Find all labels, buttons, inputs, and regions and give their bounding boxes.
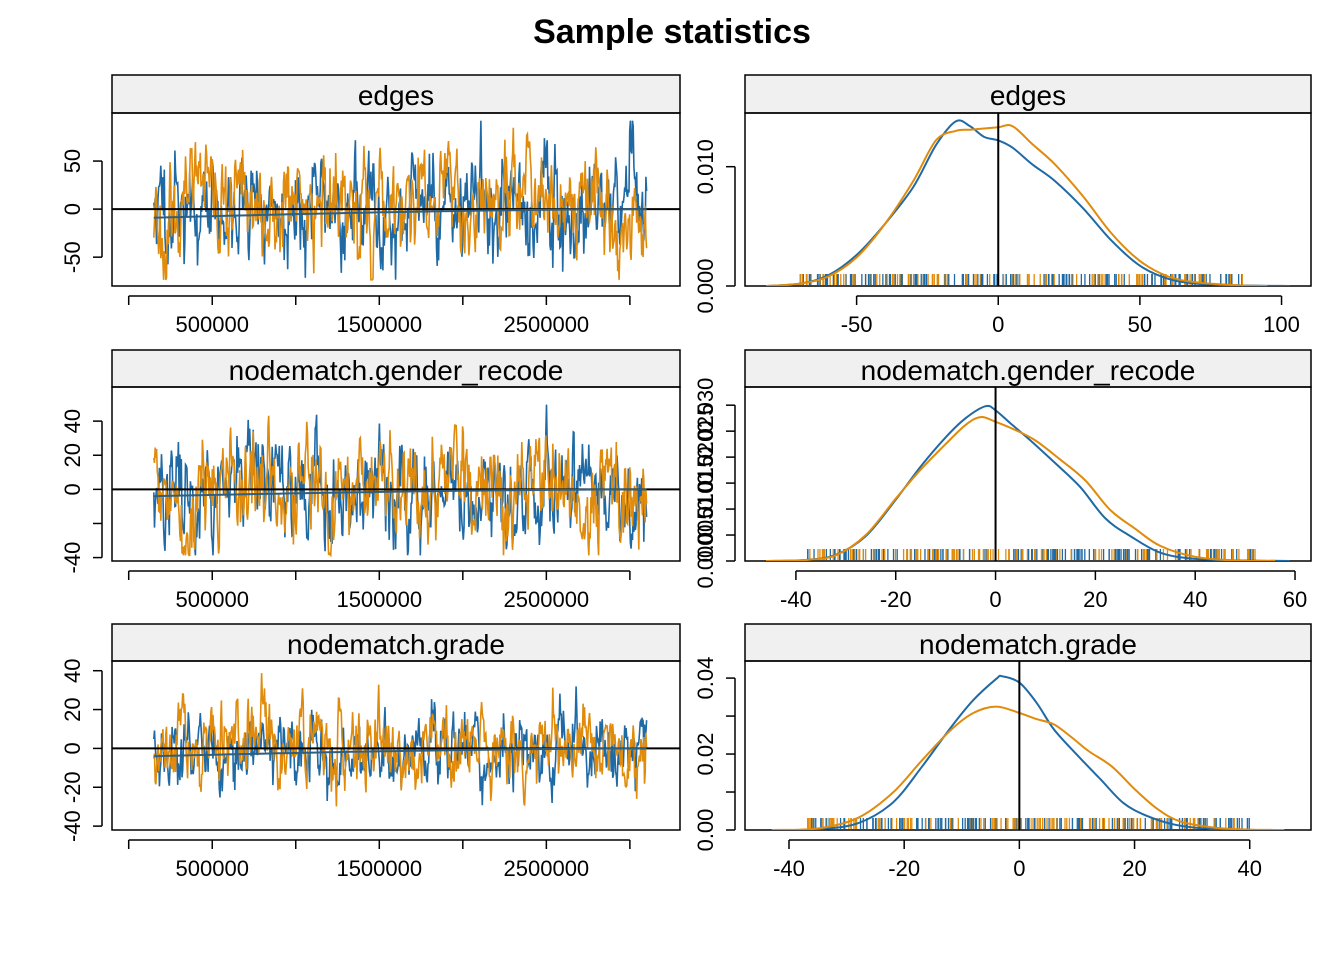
density-series-1 [771, 674, 1285, 830]
trace-series-2 [153, 673, 648, 807]
y-tick-label: 0.000 [693, 258, 718, 313]
y-tick-label: -50 [60, 241, 85, 273]
y-tick-label: 0.025 [693, 404, 718, 459]
y-tick-label: 0.000 [693, 533, 718, 588]
plot-area [112, 120, 680, 281]
x-tick-label: 500000 [176, 312, 249, 337]
panel-density-5: nodematch.grade -40 -20 0 20 40 0.00 0.02 0.04 [693, 623, 1312, 881]
plot-frame [111, 660, 681, 831]
x-tick-label: -20 [880, 587, 912, 612]
y-tick-label: 0.02 [693, 733, 718, 776]
x-tick-label: 40 [1237, 856, 1261, 881]
x-tick-label: 1500000 [336, 856, 422, 881]
x-tick-label: -40 [773, 856, 805, 881]
y-tick-label: 50 [60, 149, 85, 173]
y-tick-label: -40 [60, 542, 85, 574]
strip-label: edges [990, 80, 1066, 111]
strip-header [111, 623, 681, 662]
density-series-1 [765, 404, 1291, 561]
y-tick-label: 0.04 [693, 657, 718, 700]
y-tick-label: 0.00 [693, 809, 718, 852]
strip-label: nodematch.grade [287, 629, 505, 660]
x-tick-label: -20 [888, 856, 920, 881]
x-tick-label: 0 [992, 312, 1004, 337]
x-tick-label: 1500000 [336, 312, 422, 337]
y-tick-label: -20 [60, 771, 85, 803]
strip-header [111, 349, 681, 388]
x-tick-label: 2500000 [504, 856, 590, 881]
strip-header [744, 74, 1312, 114]
x-tick-label: 500000 [176, 587, 249, 612]
y-tick-label: 0.005 [693, 507, 718, 562]
plot-frame [111, 112, 681, 287]
plot-area [771, 661, 1285, 830]
density-series-2 [765, 124, 1268, 286]
plot-area [765, 387, 1291, 561]
trend-line [153, 488, 647, 498]
plot-area [765, 113, 1291, 286]
plot-frame [744, 112, 1312, 287]
x-tick-label: 1500000 [336, 587, 422, 612]
x-tick-label: 20 [1083, 587, 1107, 612]
x-tick-label: -50 [841, 312, 873, 337]
panel-trace-0: edges 500000 1500000 2500000 -50 0 50 [60, 74, 681, 337]
y-tick-label: 0.030 [693, 378, 718, 433]
y-tick-label: 0.015 [693, 456, 718, 511]
x-tick-label: 50 [1128, 312, 1152, 337]
y-tick-label: 0 [60, 483, 85, 495]
y-tick-label: 20 [60, 443, 85, 467]
plot-frame [744, 386, 1312, 562]
plot-frame [744, 660, 1312, 831]
x-tick-label: 0 [1013, 856, 1025, 881]
figure-title: Sample statistics [533, 13, 811, 51]
panel-density-1: edges -50 0 50 100 0.000 0.010 [693, 74, 1312, 337]
density-series-1 [765, 119, 1291, 286]
trace-series-2 [153, 127, 648, 281]
x-tick-label: 2500000 [504, 312, 590, 337]
plot-area [112, 673, 680, 807]
y-tick-label: 0.010 [693, 482, 718, 537]
plot-area [112, 404, 680, 558]
x-tick-label: 100 [1263, 312, 1300, 337]
strip-label: nodematch.gender_recode [861, 355, 1196, 386]
strip-header [111, 74, 681, 114]
panel-trace-2: nodematch.gender_recode 500000 1500000 2500… [60, 349, 681, 612]
strip-label: nodematch.gender_recode [229, 355, 564, 386]
y-tick-label: 40 [60, 658, 85, 682]
panel-trace-4: nodematch.grade 500000 1500000 2500000 -40 -2… [60, 623, 681, 881]
plot-frame [111, 386, 681, 562]
x-tick-label: -40 [780, 587, 812, 612]
y-tick-label: 0 [60, 203, 85, 215]
strip-header [744, 349, 1312, 388]
x-tick-label: 20 [1122, 856, 1146, 881]
x-tick-label: 40 [1183, 587, 1207, 612]
y-tick-label: 40 [60, 409, 85, 433]
y-tick-label: 0.010 [693, 139, 718, 194]
strip-label: nodematch.grade [919, 629, 1137, 660]
density-series-2 [771, 705, 1285, 830]
trend-line [153, 208, 647, 219]
y-tick-label: -40 [60, 810, 85, 842]
x-tick-label: 500000 [176, 856, 249, 881]
trend-line [153, 747, 647, 758]
x-tick-label: 0 [989, 587, 1001, 612]
y-tick-label: 20 [60, 697, 85, 721]
panel-density-3: nodematch.gender_recode -40 -20 0 20 40 60 0.00… [693, 349, 1312, 612]
density-series-2 [765, 416, 1276, 561]
x-tick-label: 60 [1283, 587, 1307, 612]
trace-series-1 [153, 120, 648, 280]
y-tick-label: 0 [60, 742, 85, 754]
strip-label: edges [358, 80, 434, 111]
x-tick-label: 2500000 [504, 587, 590, 612]
y-tick-label: 0.020 [693, 430, 718, 485]
